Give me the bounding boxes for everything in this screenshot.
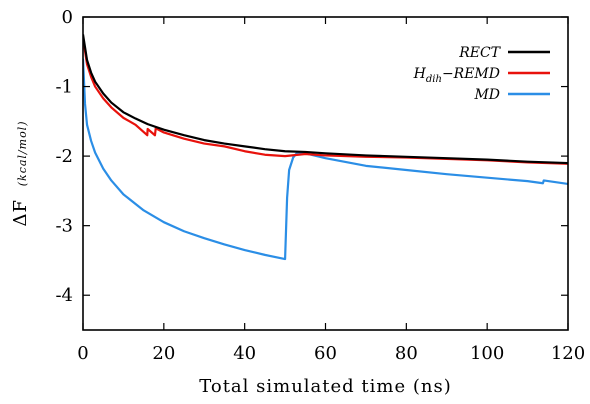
x-axis-label: Total simulated time (ns) [199, 376, 451, 397]
y-axis-label: ΔF (kcal/mol) [10, 121, 31, 227]
legend-label-md: MD [473, 87, 500, 103]
x-tick-label: 120 [551, 343, 585, 364]
legend-label-rect: RECT [458, 45, 501, 61]
x-tick-label: 60 [314, 343, 337, 364]
legend: RECT Hdih−REMD MD [413, 45, 550, 103]
y-tick-label: 0 [62, 7, 73, 28]
series-line-md [83, 58, 568, 261]
y-tick-label: -1 [55, 77, 73, 98]
plot-frame [82, 16, 569, 331]
y-tick-label: -2 [55, 146, 73, 167]
series-layer [83, 34, 568, 261]
y-tick-label: -4 [55, 285, 73, 306]
x-tick-label: 80 [395, 343, 418, 364]
x-tick-label: 20 [152, 343, 175, 364]
legend-label-hdih-remd: Hdih−REMD [413, 66, 500, 85]
ticks-layer: 0 20 40 60 80 100 120 0 -1 -2 -3 -4 [55, 7, 585, 364]
y-axis-label-unit: (kcal/mol) [16, 121, 29, 187]
y-tick-label: -3 [55, 216, 73, 237]
x-tick-label: 100 [470, 343, 504, 364]
svg-text:ΔF (kcal/mol): ΔF (kcal/mol) [10, 121, 31, 227]
y-axis-label-main: ΔF [10, 199, 31, 227]
x-tick-label: 0 [77, 343, 88, 364]
x-tick-label: 40 [233, 343, 256, 364]
series-line-rect [83, 34, 568, 165]
